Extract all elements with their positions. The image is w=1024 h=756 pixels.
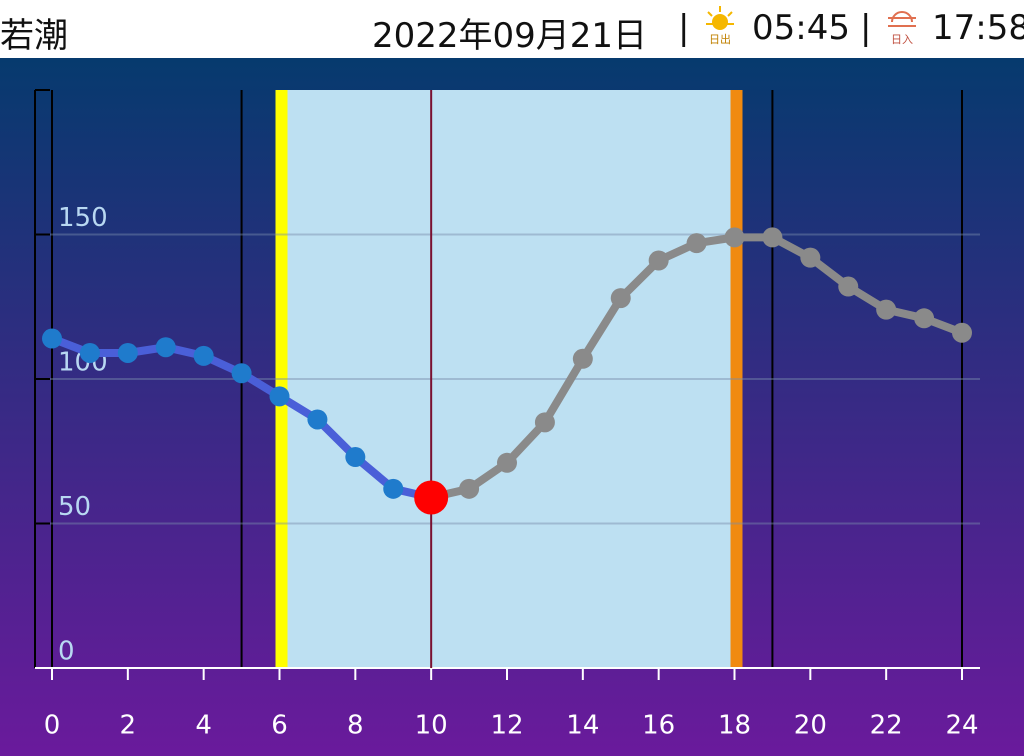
date: 2022年09月21日 xyxy=(372,16,648,56)
tide-point xyxy=(572,348,593,369)
separator: | xyxy=(860,8,872,48)
tide-point xyxy=(838,276,859,297)
tide-point xyxy=(648,250,669,271)
tide-point xyxy=(193,345,214,366)
header: 若潮 2022年09月21日 | 日出 05:45 | 日入 17:58 xyxy=(0,0,1024,58)
tide-point xyxy=(800,247,821,268)
sunset-label: 日入 xyxy=(891,33,913,46)
x-tick-label: 6 xyxy=(271,711,288,741)
x-tick-label: 10 xyxy=(415,711,448,741)
tide-point xyxy=(876,299,897,320)
sunset-time: 17:58 xyxy=(932,8,1024,48)
tide-point xyxy=(345,447,366,468)
tide-point xyxy=(459,478,480,499)
daylight xyxy=(279,90,735,668)
separator: | xyxy=(678,8,690,48)
tide-point xyxy=(42,328,62,349)
tide-name: 若潮 xyxy=(0,16,68,56)
x-tick-label: 18 xyxy=(718,711,751,741)
x-tick-label: 14 xyxy=(566,711,599,741)
tide-point xyxy=(307,409,328,430)
y-tick-label: 0 xyxy=(58,637,75,667)
x-tick-label: 4 xyxy=(195,711,212,741)
tide-point xyxy=(610,288,631,309)
sunset-icon: 日入 xyxy=(888,11,916,46)
tide-point xyxy=(914,308,935,329)
current-point xyxy=(414,480,449,515)
tide-point xyxy=(534,412,555,433)
x-tick-label: 24 xyxy=(945,711,978,741)
tide-point xyxy=(497,452,517,473)
x-tick-label: 16 xyxy=(642,711,675,741)
tide-point xyxy=(269,386,290,407)
sunrise-icon: 日出 xyxy=(706,6,734,46)
tide-point xyxy=(724,227,745,248)
y-tick-label: 50 xyxy=(58,492,91,522)
tide-point xyxy=(117,342,138,363)
tide-point xyxy=(383,478,404,499)
y-tick-label: 150 xyxy=(58,203,108,233)
sunrise-time: 05:45 xyxy=(752,8,850,48)
tide-point xyxy=(79,342,100,363)
sunrise-bar xyxy=(275,90,288,668)
x-tick-label: 2 xyxy=(120,711,137,741)
sunrise-label: 日出 xyxy=(709,32,731,46)
x-tick-label: 22 xyxy=(870,711,903,741)
tide-point xyxy=(155,337,176,358)
x-tick-label: 12 xyxy=(490,711,523,741)
tide-point xyxy=(952,322,972,343)
tide-point xyxy=(686,233,707,254)
tide-point xyxy=(762,227,783,248)
tide-point xyxy=(231,363,252,384)
x-tick-label: 8 xyxy=(347,711,364,741)
x-tick-label: 20 xyxy=(794,711,827,741)
x-tick-label: 0 xyxy=(44,711,61,741)
